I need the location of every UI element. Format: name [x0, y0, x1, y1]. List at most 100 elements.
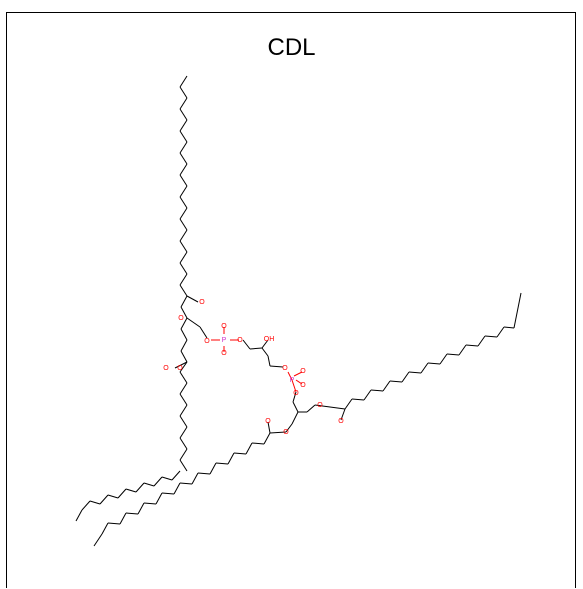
- p2-o-minus: [295, 379, 303, 385]
- glycerol-backbone-1: [180, 295, 188, 308]
- acyl-chain-3: [351, 398, 365, 401]
- carbonyl-4: [267, 421, 271, 434]
- acyl-chain-4: [197, 472, 211, 475]
- oxygen-atom: O: [265, 418, 271, 425]
- acyl-chain-2-tail: [135, 482, 145, 493]
- acyl-chain-2-tail: [143, 482, 155, 487]
- acyl-chain-2: [179, 404, 188, 417]
- acyl-chain-1: [179, 218, 188, 231]
- acyl-chain-2: [179, 459, 188, 472]
- glycerol-backbone-1: [180, 350, 188, 363]
- glycerol2-o: [285, 423, 293, 433]
- acyl-chain-2-tail: [161, 476, 173, 481]
- acyl-chain-1: [179, 75, 188, 88]
- acyl-chain-3: [370, 389, 384, 392]
- carbonyl-3: [340, 408, 346, 421]
- acyl-chain-4: [101, 522, 109, 535]
- acyl-chain-3: [484, 335, 498, 338]
- acyl-chain-4: [215, 462, 229, 465]
- glycerol-backbone-1: [180, 306, 188, 319]
- acyl-chain-4: [227, 452, 235, 465]
- acyl-chain-4: [155, 492, 163, 505]
- acyl-chain-3: [446, 353, 460, 356]
- ester-3-bond: [314, 404, 346, 410]
- acyl-chain-1: [179, 86, 188, 99]
- figure-title: CDL: [267, 34, 316, 61]
- acyl-chain-4: [191, 472, 199, 485]
- acyl-chain-3: [496, 326, 505, 338]
- acyl-chain-3: [401, 371, 410, 383]
- acyl-chain-1: [179, 185, 188, 198]
- glycerol-backbone-1: [180, 317, 188, 330]
- acyl-chain-2: [179, 393, 188, 406]
- oxygen-atom: O: [282, 365, 288, 372]
- acyl-chain-4: [119, 512, 127, 525]
- acyl-chain-1: [179, 240, 188, 253]
- acyl-chain-4: [107, 522, 121, 525]
- molecule-bonds: [75, 75, 522, 547]
- p2-o-bond: [287, 371, 293, 381]
- oxygen-atom: O: [221, 323, 227, 330]
- oxygen-atom: O: [199, 299, 205, 306]
- phosphorus-atom: P: [222, 337, 227, 344]
- acyl-chain-4: [173, 482, 181, 495]
- ester-4-bond: [269, 431, 287, 434]
- oxygen-atom: O: [221, 350, 227, 357]
- acyl-chain-2-tail: [75, 509, 83, 522]
- acyl-chain-2: [179, 415, 188, 428]
- acyl-chain-3: [382, 380, 391, 392]
- phosphorus-atom: P: [290, 377, 295, 384]
- acyl-chain-2-tail: [89, 500, 101, 505]
- acyl-chain-2: [179, 437, 188, 450]
- acyl-chain-3: [420, 362, 429, 374]
- acyl-chain-2: [179, 426, 188, 439]
- acyl-chain-1: [179, 262, 188, 275]
- central-oh-bond: [261, 339, 269, 349]
- glycerol2-c2: [291, 411, 299, 425]
- acyl-chain-1: [179, 251, 188, 264]
- acyl-chain-1: [179, 196, 188, 209]
- carbonyl-bond-1: [186, 295, 199, 303]
- acyl-chain-2: [179, 448, 188, 461]
- oxygen-atom: O: [177, 365, 183, 372]
- acyl-chain-1: [179, 163, 188, 176]
- acyl-chain-2-tail: [153, 476, 163, 487]
- acyl-chain-1: [179, 97, 188, 110]
- acyl-chain-2-tail: [107, 494, 119, 499]
- acyl-chain-4: [143, 502, 157, 505]
- oxygen-atom: O: [317, 402, 323, 409]
- central-glycerol: [269, 365, 284, 368]
- oxygen-atom: O: [204, 338, 210, 345]
- acyl-chain-1: [179, 141, 188, 154]
- carbonyl-bond-2: [174, 361, 188, 369]
- acyl-chain-2-tail: [99, 494, 109, 505]
- oxygen-atom: O: [163, 365, 169, 372]
- acyl-chain-2-tail: [125, 488, 137, 493]
- acyl-chain-3: [363, 389, 372, 401]
- glycerol-backbone-1: [179, 361, 188, 373]
- acyl-chain-4: [251, 442, 265, 445]
- acyl-chain-1: [179, 284, 188, 297]
- glycerol-backbone-2: [306, 404, 316, 413]
- acyl-chain-2-tail: [81, 500, 91, 511]
- acyl-chain-2: [179, 371, 188, 384]
- glycerol-backbone-1: [180, 328, 188, 341]
- acyl-chain-3: [389, 380, 403, 383]
- acyl-chain-3: [344, 398, 353, 410]
- acyl-chain-3: [408, 371, 422, 374]
- acyl-chain-4: [209, 462, 217, 475]
- acyl-chain-3: [458, 344, 467, 356]
- acyl-chain-3: [513, 292, 522, 329]
- acyl-chain-4: [233, 452, 247, 455]
- central-glycerol: [261, 347, 269, 357]
- acyl-chain-3: [465, 344, 479, 347]
- acyl-chain-4: [125, 512, 139, 515]
- glycerol-backbone-1: [180, 339, 188, 352]
- acyl-chain-1: [179, 152, 188, 165]
- glycerol-c3-o: [199, 326, 208, 339]
- oxygen-atom: O: [283, 429, 289, 436]
- acyl-chain-4: [93, 533, 103, 547]
- oxygen-atom: O: [300, 368, 306, 375]
